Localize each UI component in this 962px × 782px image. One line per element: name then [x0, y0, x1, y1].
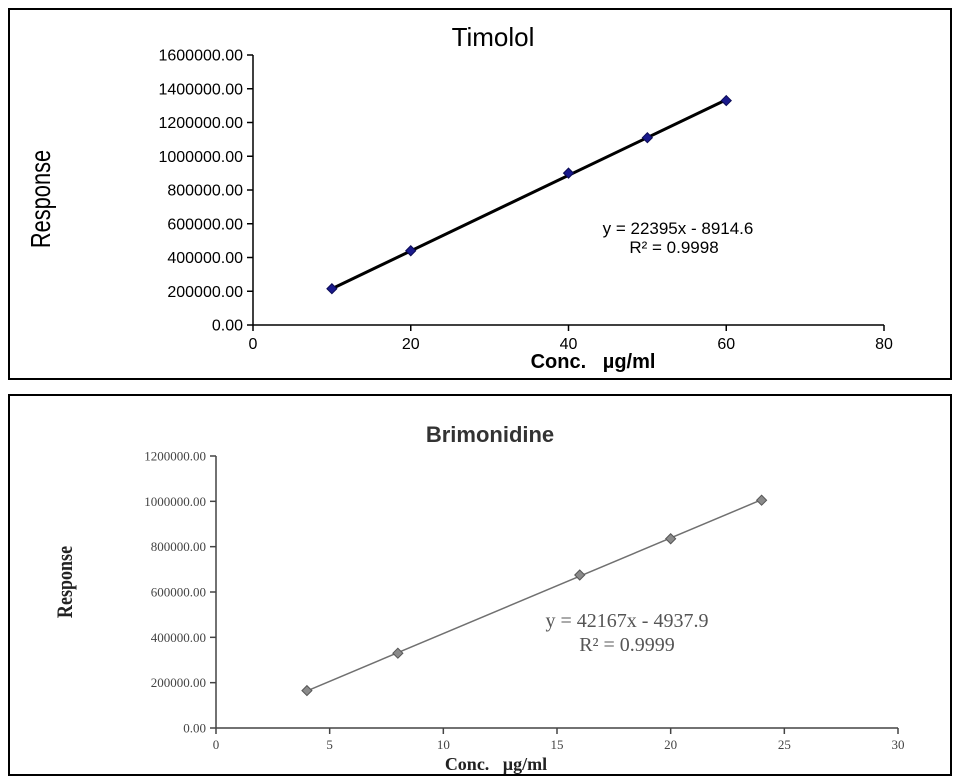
x-tick-label: 10 — [437, 737, 450, 752]
chart-panel-timolol: Timolol Response Conc. µg/ml y = 22395x … — [8, 8, 952, 380]
x-tick-label: 40 — [560, 336, 578, 353]
data-point — [392, 647, 404, 659]
trendline — [306, 499, 762, 692]
plot-area: 0.00 200000.00 400000.00 600000.00 800000.00… — [144, 449, 904, 752]
y-tick-label: 400000.00 — [167, 250, 243, 267]
x-tick-label: 5 — [326, 737, 333, 752]
x-axis-label: Conc. µg/ml — [445, 754, 547, 774]
y-tick-label: 600000.00 — [151, 585, 206, 600]
x-tick-label: 30 — [892, 737, 905, 752]
trendline — [331, 98, 727, 291]
r-squared-label: R² = 0.9999 — [579, 634, 675, 656]
data-point — [405, 245, 417, 257]
y-tick-label: 1200000.00 — [158, 115, 243, 132]
x-tick-label: 20 — [402, 336, 420, 353]
x-tick-label: 25 — [778, 737, 791, 752]
y-tick-label: 0.00 — [183, 721, 206, 736]
data-point — [641, 131, 654, 144]
plot-area: 0.00 200000.00 400000.00 600000.00 800000.00… — [158, 48, 893, 353]
r-squared-label: R² = 0.9998 — [629, 238, 718, 257]
y-tick-label: 800000.00 — [167, 183, 243, 200]
data-point — [664, 533, 677, 545]
x-tick-label: 80 — [875, 336, 893, 353]
x-tick-label: 15 — [551, 737, 564, 752]
y-tick-label: 1600000.00 — [158, 48, 243, 65]
y-axis-label: Response — [25, 150, 56, 248]
chart-title: Timolol — [452, 22, 535, 52]
brimonidine-chart: Brimonidine Response Conc. µg/ml y = 421… — [53, 422, 904, 774]
y-tick-label: 1200000.00 — [144, 449, 206, 464]
x-axis-label: Conc. µg/ml — [531, 351, 656, 373]
trendline-equation: y = 42167x - 4937.9 — [546, 610, 709, 632]
data-point — [720, 94, 732, 107]
chart-title: Brimonidine — [426, 422, 554, 447]
data-point — [562, 167, 575, 179]
x-tick-label: 60 — [717, 336, 735, 353]
y-tick-label: 200000.00 — [151, 675, 206, 690]
data-point — [574, 569, 586, 581]
y-tick-label: 1000000.00 — [158, 149, 243, 166]
data-point — [326, 283, 338, 295]
y-tick-label: 1000000.00 — [144, 494, 206, 509]
y-tick-label: 200000.00 — [167, 284, 243, 301]
y-tick-label: 0.00 — [212, 318, 243, 335]
x-tick-label: 20 — [664, 737, 677, 752]
y-tick-label: 400000.00 — [151, 630, 206, 645]
data-point — [755, 494, 768, 506]
data-point — [301, 684, 313, 697]
timolol-chart: Timolol Response Conc. µg/ml y = 22395x … — [25, 22, 893, 373]
trendline-equation: y = 22395x - 8914.6 — [603, 219, 754, 238]
y-tick-label: 600000.00 — [167, 216, 243, 233]
y-axis-label: Response — [53, 546, 77, 618]
y-tick-label: 1400000.00 — [158, 81, 243, 98]
chart-panel-brimonidine: Brimonidine Response Conc. µg/ml y = 421… — [8, 394, 952, 776]
x-tick-label: 0 — [249, 336, 258, 353]
x-tick-label: 0 — [213, 737, 220, 752]
y-tick-label: 800000.00 — [151, 539, 206, 554]
